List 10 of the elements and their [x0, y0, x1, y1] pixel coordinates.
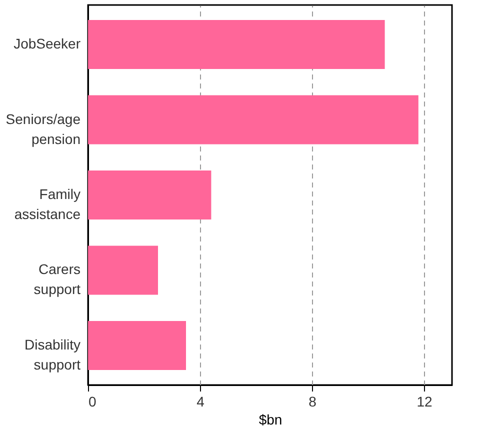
x-tick-label: 12	[416, 394, 432, 410]
y-tick-label: Carers support	[34, 261, 81, 298]
x-tick-label: 4	[196, 394, 205, 410]
y-tick-label: Disability support	[24, 336, 81, 372]
y-tick-label: Seniors/age pension	[6, 110, 81, 147]
x-tick-label: 0	[88, 394, 96, 410]
x-tick-label: 8	[308, 394, 317, 410]
y-tick-label: JobSeeker	[14, 36, 81, 52]
y-tick-label: Family assistance	[14, 186, 81, 222]
x-axis-title: $bn	[258, 412, 282, 428]
